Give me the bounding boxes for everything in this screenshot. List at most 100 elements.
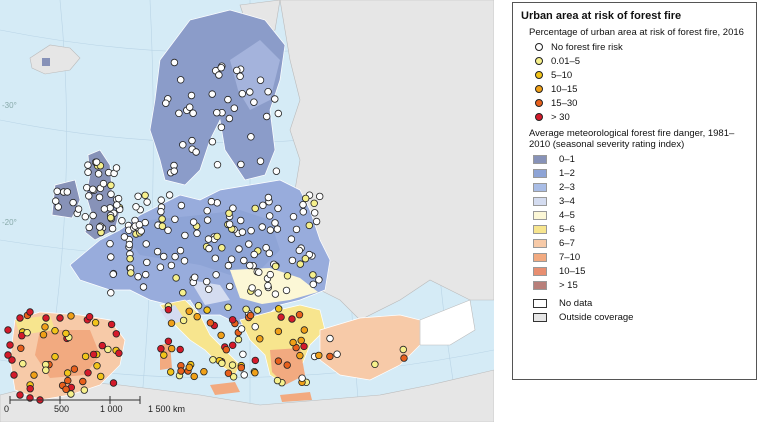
city-point[interactable] (218, 244, 226, 252)
city-point[interactable] (96, 372, 105, 381)
city-point[interactable] (194, 302, 203, 310)
city-point[interactable] (238, 228, 247, 236)
city-point[interactable] (160, 351, 168, 359)
city-point[interactable] (172, 274, 180, 282)
city-point[interactable] (240, 371, 248, 379)
city-point[interactable] (167, 344, 176, 353)
city-point[interactable] (222, 346, 230, 354)
city-point[interactable] (371, 360, 379, 368)
city-point[interactable] (67, 390, 75, 398)
city-point[interactable] (177, 201, 186, 210)
city-point[interactable] (228, 361, 237, 369)
city-point[interactable] (81, 212, 89, 221)
city-point[interactable] (85, 223, 93, 232)
city-point[interactable] (164, 337, 173, 345)
city-point[interactable] (212, 271, 220, 279)
city-point[interactable] (109, 379, 118, 387)
city-point[interactable] (157, 196, 165, 204)
city-point[interactable] (69, 198, 77, 207)
city-point[interactable] (230, 104, 238, 112)
city-point[interactable] (62, 385, 70, 393)
city-point[interactable] (251, 369, 259, 377)
city-point[interactable] (205, 244, 213, 253)
city-point[interactable] (311, 209, 319, 217)
city-point[interactable] (239, 350, 247, 358)
city-point[interactable] (315, 276, 323, 284)
city-point[interactable] (157, 345, 165, 353)
city-point[interactable] (26, 385, 34, 393)
city-point[interactable] (81, 352, 90, 361)
city-point[interactable] (250, 250, 258, 259)
city-point[interactable] (310, 199, 318, 207)
city-point[interactable] (237, 364, 245, 372)
city-point[interactable] (156, 263, 165, 271)
city-point[interactable] (309, 271, 317, 279)
city-point[interactable] (262, 243, 270, 252)
city-point[interactable] (217, 63, 225, 72)
map[interactable]: -30°-20°-10°0°10°20°30°40°50°60°70°40°50… (0, 0, 494, 422)
city-point[interactable] (289, 338, 297, 347)
city-point[interactable] (158, 222, 167, 230)
city-point[interactable] (99, 179, 108, 188)
city-point[interactable] (228, 341, 237, 349)
city-point[interactable] (256, 157, 265, 165)
city-point[interactable] (176, 246, 185, 255)
city-point[interactable] (295, 246, 303, 255)
city-point[interactable] (167, 319, 176, 327)
city-point[interactable] (204, 285, 213, 293)
city-point[interactable] (218, 359, 226, 367)
city-point[interactable] (213, 108, 221, 117)
city-point[interactable] (53, 187, 61, 195)
city-point[interactable] (85, 192, 93, 200)
city-point[interactable] (250, 98, 258, 106)
city-point[interactable] (134, 273, 142, 281)
city-point[interactable] (84, 369, 92, 377)
city-point[interactable] (203, 206, 211, 215)
city-point[interactable] (287, 235, 296, 243)
city-point[interactable] (225, 209, 233, 217)
city-point[interactable] (266, 270, 274, 279)
city-point[interactable] (245, 240, 253, 248)
city-point[interactable] (74, 205, 83, 213)
city-point[interactable] (399, 345, 407, 354)
city-point[interactable] (115, 349, 123, 357)
city-point[interactable] (85, 313, 94, 321)
city-point[interactable] (296, 351, 304, 360)
city-point[interactable] (237, 160, 245, 169)
city-point[interactable] (264, 87, 272, 96)
city-point[interactable] (157, 207, 165, 216)
city-point[interactable] (162, 99, 170, 107)
city-point[interactable] (188, 136, 196, 145)
city-point[interactable] (104, 345, 112, 354)
city-point[interactable] (237, 325, 246, 333)
city-point[interactable] (288, 256, 297, 265)
city-point[interactable] (255, 268, 263, 276)
city-point[interactable] (30, 371, 38, 379)
city-point[interactable] (274, 109, 282, 118)
city-point[interactable] (106, 213, 115, 222)
city-point[interactable] (23, 329, 31, 337)
city-point[interactable] (275, 305, 283, 313)
city-point[interactable] (333, 350, 341, 358)
city-point[interactable] (192, 148, 200, 156)
city-point[interactable] (159, 252, 168, 261)
city-point[interactable] (141, 270, 150, 279)
city-point[interactable] (217, 331, 225, 339)
city-point[interactable] (292, 225, 301, 234)
city-point[interactable] (274, 204, 282, 213)
city-point[interactable] (213, 160, 222, 169)
city-point[interactable] (246, 88, 254, 96)
city-point[interactable] (19, 360, 27, 368)
city-point[interactable] (246, 261, 254, 270)
city-point[interactable] (126, 255, 134, 263)
city-point[interactable] (92, 158, 101, 166)
city-point[interactable] (94, 170, 103, 178)
city-point[interactable] (106, 239, 114, 248)
city-point[interactable] (4, 351, 12, 359)
city-point[interactable] (316, 192, 324, 201)
city-point[interactable] (179, 289, 187, 297)
city-point[interactable] (113, 201, 121, 209)
city-point[interactable] (89, 211, 97, 220)
city-point[interactable] (137, 227, 145, 235)
city-point[interactable] (181, 231, 189, 240)
